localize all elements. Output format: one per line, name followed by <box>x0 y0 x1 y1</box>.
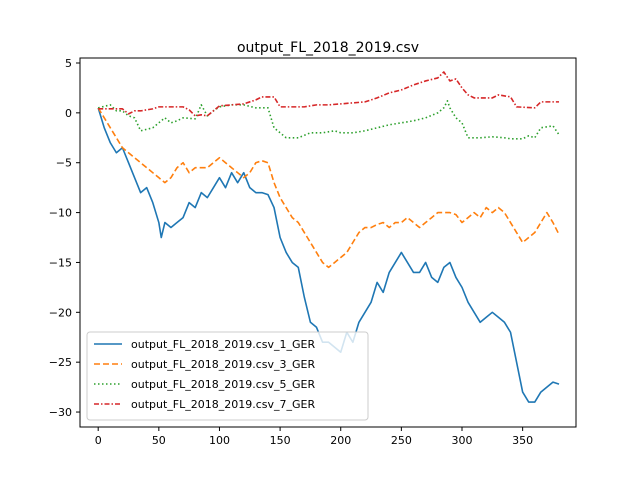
y-tick-label: −5 <box>56 157 72 170</box>
x-tick-label: 100 <box>209 434 230 447</box>
x-tick-label: 250 <box>391 434 412 447</box>
chart-title: output_FL_2018_2019.csv <box>237 40 419 56</box>
axes-frame <box>79 57 577 428</box>
legend-label: output_FL_2018_2019.csv_3_GER <box>131 358 315 371</box>
y-tick-label: −15 <box>49 256 72 269</box>
y-tick-label: −10 <box>49 207 72 220</box>
x-tick-label: 50 <box>152 434 166 447</box>
legend-label: output_FL_2018_2019.csv_5_GER <box>131 378 315 391</box>
x-tick-label: 200 <box>330 434 351 447</box>
y-tick-label: −25 <box>49 356 72 369</box>
legend-box <box>86 331 369 421</box>
series-line-4 <box>98 71 560 117</box>
x-tick-label: 350 <box>512 434 533 447</box>
legend: output_FL_2018_2019.csv_1_GER output_FL_2… <box>86 331 369 421</box>
y-tick-label: −30 <box>49 406 72 419</box>
y-tick-label: 5 <box>65 57 72 70</box>
y-tick-label: −20 <box>49 306 72 319</box>
legend-label: output_FL_2018_2019.csv_7_GER <box>131 398 315 411</box>
x-tick-label: 150 <box>270 434 291 447</box>
y-tick-label: 0 <box>65 107 72 120</box>
x-tick-label: 0 <box>95 434 102 447</box>
series-line-3 <box>97 100 560 140</box>
series-line-2 <box>97 107 560 269</box>
x-tick-label: 300 <box>452 434 473 447</box>
legend-label: output_FL_2018_2019.csv_1_GER <box>131 338 315 351</box>
